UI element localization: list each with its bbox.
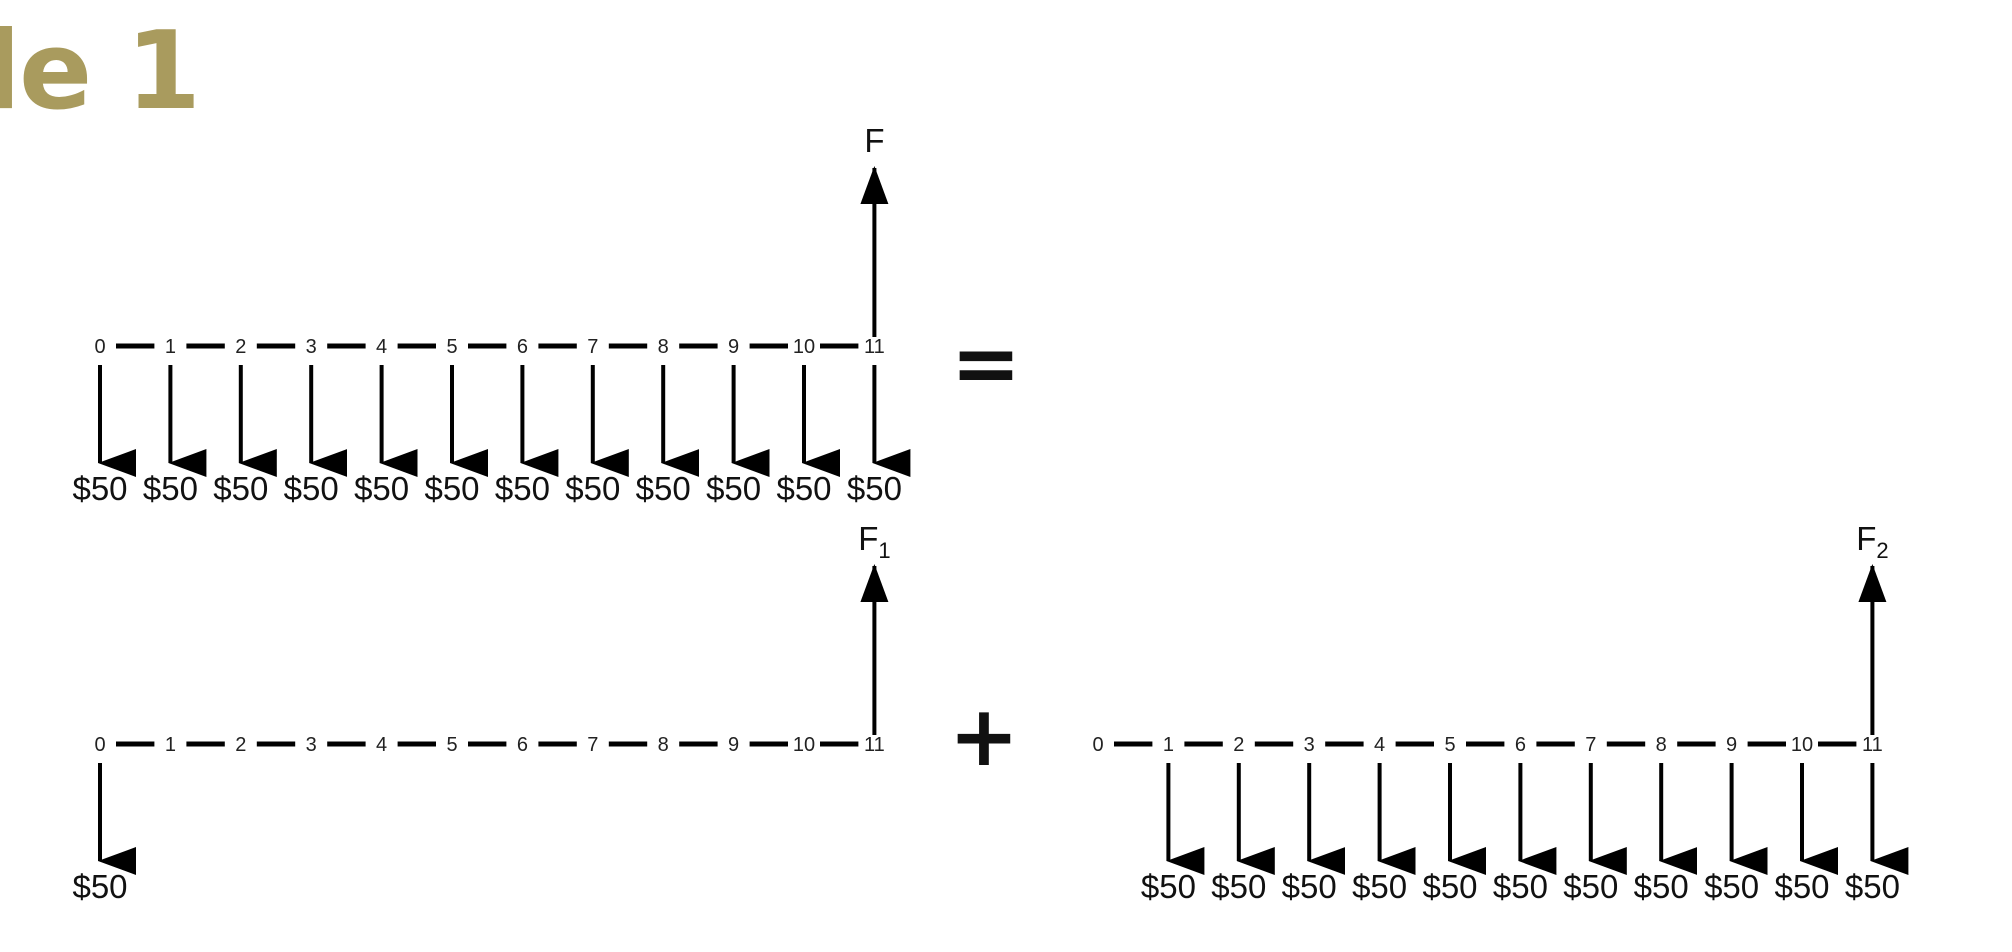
period-label: 8 xyxy=(658,336,669,358)
period-label: 6 xyxy=(517,336,528,358)
plus-sign: + xyxy=(949,687,1019,785)
period-label: 7 xyxy=(1585,734,1596,756)
future-value-subscript: 1 xyxy=(878,538,890,563)
equals-sign: = xyxy=(951,314,1021,412)
period-label: 1 xyxy=(165,336,176,358)
period-label: 9 xyxy=(728,734,739,756)
period-label: 4 xyxy=(1374,734,1385,756)
period-label: 1 xyxy=(1163,734,1174,756)
payment-amount: $50 xyxy=(1141,868,1196,905)
payment-amount: $50 xyxy=(1563,868,1618,905)
period-label: 6 xyxy=(1515,734,1526,756)
payment-amount: $50 xyxy=(706,470,761,507)
payment-amount: $50 xyxy=(143,470,198,507)
payment-amount: $50 xyxy=(284,470,339,507)
future-value-label: F2 xyxy=(1856,520,1888,563)
payment-amount: $50 xyxy=(354,470,409,507)
payment-amount: $50 xyxy=(1845,868,1900,905)
period-label: 3 xyxy=(306,734,317,756)
payment-amount: $50 xyxy=(1352,868,1407,905)
period-label: 2 xyxy=(235,336,246,358)
period-label: 11 xyxy=(1862,734,1883,756)
future-value-letter: F xyxy=(1856,520,1876,557)
period-label: 9 xyxy=(1726,734,1737,756)
payment-amount: $50 xyxy=(1493,868,1548,905)
period-label: 11 xyxy=(864,336,885,358)
payment-amount: $50 xyxy=(495,470,550,507)
period-label: 8 xyxy=(1656,734,1667,756)
period-label: 8 xyxy=(658,734,669,756)
period-label: 4 xyxy=(376,734,387,756)
payment-amount: $50 xyxy=(1422,868,1477,905)
period-label: 3 xyxy=(1304,734,1315,756)
payment-amount: $50 xyxy=(1211,868,1266,905)
period-label: 5 xyxy=(446,336,457,358)
payment-amount: $50 xyxy=(847,470,902,507)
payment-amount: $50 xyxy=(1282,868,1337,905)
payment-amount: $50 xyxy=(776,470,831,507)
period-label: 0 xyxy=(94,336,105,358)
period-label: 2 xyxy=(1233,734,1244,756)
period-label: 1 xyxy=(165,734,176,756)
payment-amount: $50 xyxy=(636,470,691,507)
period-label: 10 xyxy=(1791,734,1813,756)
payment-amount: $50 xyxy=(565,470,620,507)
slide-title: le 1 xyxy=(0,9,201,134)
payment-amount: $50 xyxy=(72,470,127,507)
diagram-top: 0 1 2 3 4 5 6 7 8 9 10 11 $50 $50 $50 $50 $50 $50 $50 $50 $5… xyxy=(72,122,911,507)
diagram-bottom-right: 0 1 2 3 4 5 6 7 8 9 10 11 $50 $50 $50 $50 $50 $50 $50 $50 $5… xyxy=(1092,520,1909,905)
payment-amount: $50 xyxy=(1774,868,1829,905)
period-label: 7 xyxy=(587,336,598,358)
period-label: 9 xyxy=(728,336,739,358)
period-label: 10 xyxy=(793,336,815,358)
payment-amount: $50 xyxy=(213,470,268,507)
future-value-subscript: 2 xyxy=(1876,538,1888,563)
period-label: 5 xyxy=(1444,734,1455,756)
period-label: 0 xyxy=(94,734,105,756)
future-value-label: F1 xyxy=(858,520,890,563)
period-label: 10 xyxy=(793,734,815,756)
payment-amount: $50 xyxy=(72,868,127,905)
future-value-label: F xyxy=(864,122,884,159)
period-label: 3 xyxy=(306,336,317,358)
future-value-letter: F xyxy=(864,122,884,159)
period-label: 5 xyxy=(446,734,457,756)
future-value-letter: F xyxy=(858,520,878,557)
period-label: 7 xyxy=(587,734,598,756)
period-label: 6 xyxy=(517,734,528,756)
payment-amount: $50 xyxy=(424,470,479,507)
period-label: 11 xyxy=(864,734,885,756)
period-label: 2 xyxy=(235,734,246,756)
payment-amount: $50 xyxy=(1634,868,1689,905)
period-label: 4 xyxy=(376,336,387,358)
period-label: 0 xyxy=(1092,734,1103,756)
payment-amount: $50 xyxy=(1704,868,1759,905)
